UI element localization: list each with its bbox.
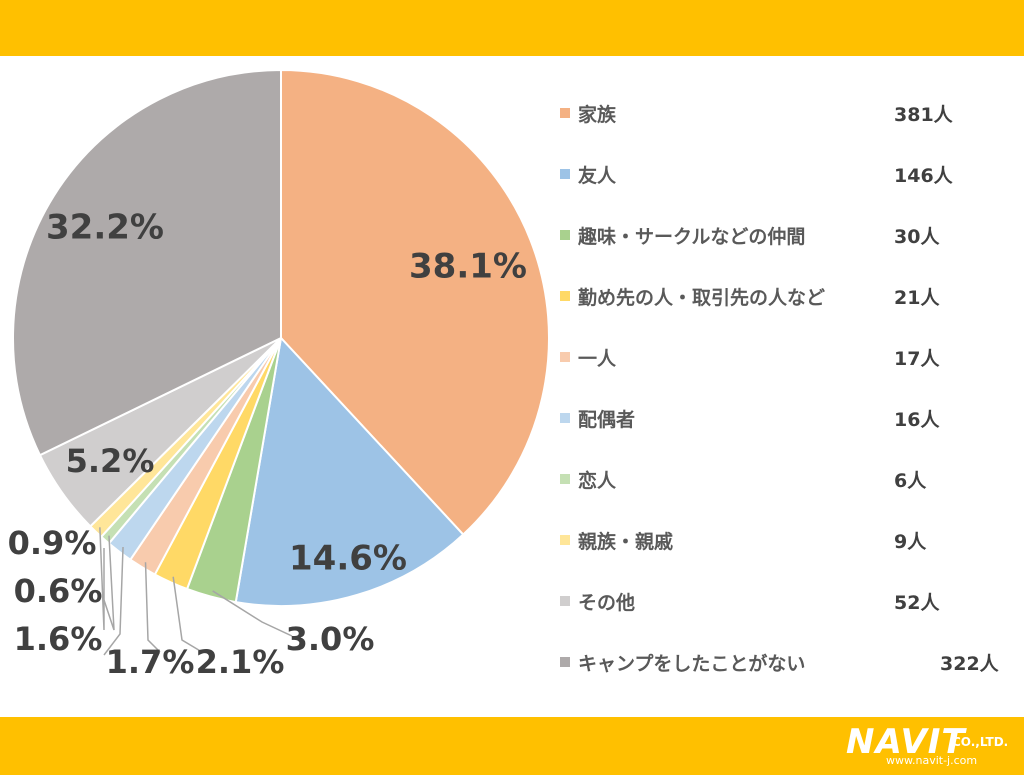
legend-label: 友人	[578, 165, 617, 187]
slice-percent-label: 0.9%	[8, 524, 97, 562]
leader-line	[144, 562, 161, 653]
legend-swatch	[560, 230, 570, 240]
slice-percent-label: 38.1%	[409, 247, 527, 287]
legend-label: 勤め先の人・取引先の人など	[578, 287, 826, 309]
legend-label: 家族	[578, 104, 617, 126]
legend-swatch	[560, 596, 570, 606]
logo-wordmark: NAVIT	[846, 722, 966, 762]
legend-item: 一人 17人	[560, 336, 1000, 397]
legend-item: 配偶者 16人	[560, 397, 1000, 458]
legend-label: 恋人	[578, 470, 617, 492]
legend-item: 恋人 6人	[560, 458, 1000, 519]
legend-swatch	[560, 657, 570, 667]
pie-chart: 38.1% 14.6% 3.0%2.1%1.7%1.6% 0.6% 0.9% 5.2% 32…	[8, 68, 550, 681]
legend-label: 親族・親戚	[578, 531, 674, 553]
legend-label: キャンプをしたことがない	[578, 653, 806, 675]
legend-count: 17人	[894, 348, 940, 370]
legend-swatch	[560, 474, 570, 484]
legend-item: その他 52人	[560, 580, 1000, 641]
leader-line	[212, 590, 293, 637]
legend-item: キャンプをしたことがない 322人	[560, 641, 1000, 702]
legend-count: 52人	[894, 592, 940, 614]
legend-label: その他	[578, 592, 636, 614]
legend-swatch	[560, 352, 570, 362]
slice-percent-label: 0.6%	[14, 572, 103, 610]
top-banner	[0, 0, 1024, 56]
slice-percent-label: 14.6%	[289, 539, 407, 579]
legend-count: 9人	[894, 531, 927, 553]
legend-count: 21人	[894, 287, 940, 309]
slice-percent-label: 1.6%	[14, 620, 103, 658]
legend-item: 家族 381人	[560, 92, 1000, 153]
bottom-banner	[0, 717, 1024, 775]
legend-count: 146人	[894, 165, 953, 187]
slice-percent-label: 3.0%	[286, 620, 375, 658]
pie-slice	[12, 68, 282, 457]
legend-swatch	[560, 413, 570, 423]
legend-swatch	[560, 108, 570, 118]
legend-swatch	[560, 535, 570, 545]
slice-percent-label: 2.1%	[196, 643, 285, 681]
navit-logo: NAVIT CO.,LTD. www.navit-j.com	[846, 722, 1016, 770]
logo-company-suffix: CO.,LTD.	[952, 735, 1009, 749]
legend-count: 6人	[894, 470, 927, 492]
legend-item: 親族・親戚 9人	[560, 519, 1000, 580]
legend-label: 一人	[578, 348, 617, 370]
chart-legend: 家族 381人 友人 146人 趣味・サークルなどの仲間 30人 勤め先の人・取…	[560, 92, 1000, 702]
leader-line	[172, 576, 203, 653]
slice-percent-label: 1.7%	[106, 643, 195, 681]
legend-item: 勤め先の人・取引先の人など 21人	[560, 275, 1000, 336]
legend-count: 322人	[940, 653, 999, 675]
legend-swatch	[560, 291, 570, 301]
legend-count: 381人	[894, 104, 953, 126]
leader-line	[103, 535, 115, 631]
logo-url: www.navit-j.com	[886, 754, 978, 767]
legend-count: 16人	[894, 409, 940, 431]
slice-percent-label: 32.2%	[46, 208, 164, 248]
legend-swatch	[560, 169, 570, 179]
legend-count: 30人	[894, 226, 940, 248]
slice-percent-label: 5.2%	[66, 442, 155, 480]
leader-line	[99, 527, 105, 631]
legend-label: 趣味・サークルなどの仲間	[578, 226, 806, 248]
pie-slice	[280, 68, 550, 536]
legend-label: 配偶者	[578, 409, 636, 431]
leader-line	[103, 546, 124, 656]
legend-item: 友人 146人	[560, 153, 1000, 214]
legend-item: 趣味・サークルなどの仲間 30人	[560, 214, 1000, 275]
pie-slice	[234, 335, 465, 607]
